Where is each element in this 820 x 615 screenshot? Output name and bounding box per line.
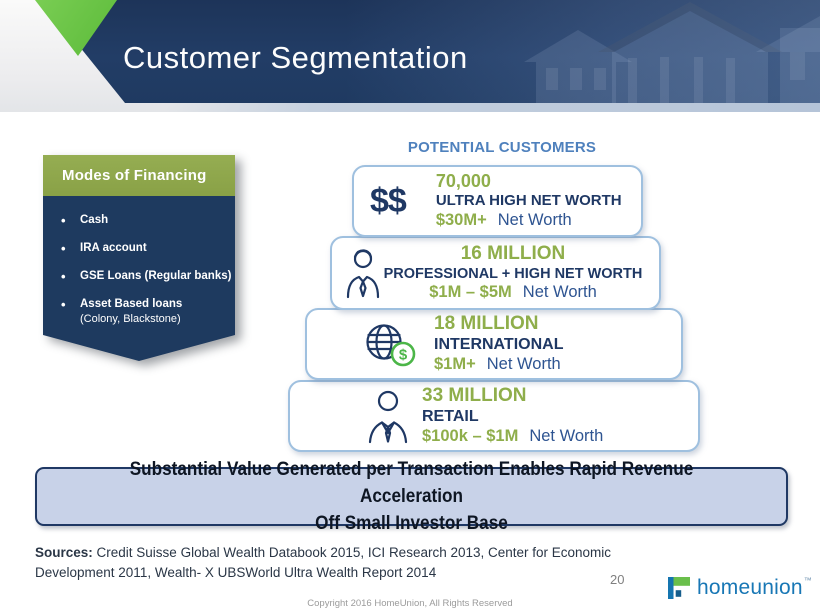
- value-proposition-text: Substantial Value Generated per Transact…: [129, 457, 694, 535]
- homeunion-logo: homeunion ™: [668, 576, 812, 600]
- segment-name: RETAIL: [422, 408, 479, 426]
- segment-text: 70,000 ULTRA HIGH NET WORTH $30M+ Net Wor…: [436, 171, 622, 230]
- financing-list: Cash IRA account GSE Loans (Regular bank…: [59, 213, 231, 325]
- segment-name: INTERNATIONAL: [434, 336, 564, 354]
- segment-range: $1M+ Net Worth: [434, 355, 561, 374]
- financing-item-ira: IRA account: [59, 241, 231, 256]
- financing-item-subtext: (Colony, Blackstone): [80, 313, 181, 325]
- segment-text: 33 MILLION RETAIL $100k – $1M Net Worth: [422, 385, 603, 447]
- segment-name: ULTRA HIGH NET WORTH: [435, 192, 622, 210]
- segment-range: $100k – $1M Net Worth: [422, 427, 604, 446]
- segment-range: $30M+ Net Worth: [435, 210, 572, 229]
- retail-person-icon: [366, 389, 410, 444]
- value-proposition-banner: Substantial Value Generated per Transact…: [35, 458, 788, 534]
- dollar-signs-icon: $$: [370, 181, 407, 220]
- globe-dollar-icon: $: [363, 321, 417, 368]
- segment-card-international: $ 18 MILLION INTERNATIONAL $1M+ Net Worth: [305, 308, 683, 380]
- segment-count: 16 MILLION: [460, 243, 566, 265]
- header-photo-strip: [0, 103, 820, 112]
- segment-text: 16 MILLION PROFESSIONAL + HIGH NET WORTH…: [381, 243, 659, 303]
- trademark-symbol: ™: [803, 576, 812, 585]
- segment-card-ultra-high-net-worth: $$ 70,000 ULTRA HIGH NET WORTH $30M+ Net …: [352, 165, 643, 237]
- financing-panel-title: Modes of Financing: [43, 155, 235, 196]
- segment-card-retail: 33 MILLION RETAIL $100k – $1M Net Worth: [288, 380, 700, 452]
- financing-panel-body: Cash IRA account GSE Loans (Regular bank…: [43, 196, 235, 335]
- segment-range: $1M – $5M Net Worth: [429, 283, 597, 302]
- financing-item-cash: Cash: [59, 213, 231, 228]
- copyright-text: Copyright 2016 HomeUnion, All Rights Res…: [307, 598, 513, 609]
- segment-name: PROFESSIONAL + HIGH NET WORTH: [383, 265, 643, 282]
- houses-background-image: [524, 2, 820, 103]
- homeunion-logo-icon: [668, 577, 690, 599]
- segment-count: 70,000: [435, 171, 491, 192]
- modes-of-financing-panel: Modes of Financing Cash IRA account GSE …: [43, 155, 235, 361]
- potential-customers-heading: POTENTIAL CUSTOMERS: [407, 139, 597, 156]
- segment-card-professional-high-net-worth: 16 MILLION PROFESSIONAL + HIGH NET WORTH…: [330, 236, 661, 310]
- segment-count: 18 MILLION: [434, 313, 539, 335]
- page-title: Customer Segmentation: [123, 40, 468, 75]
- segment-text: 18 MILLION INTERNATIONAL $1M+ Net Worth: [434, 313, 563, 375]
- sources-note: Sources: Credit Suisse Global Wealth Dat…: [35, 545, 612, 581]
- professional-person-icon: [345, 247, 381, 299]
- homeunion-logo-text: homeunion: [697, 576, 803, 599]
- banner-ribbon-tail: [43, 335, 235, 361]
- slide-header: Customer Segmentation: [0, 0, 820, 112]
- financing-item-asset-based: Asset Based loans (Colony, Blackstone): [59, 297, 231, 325]
- segment-count: 33 MILLION: [422, 385, 527, 407]
- financing-item-gse: GSE Loans (Regular banks): [59, 269, 231, 284]
- header-photo-tint: [42, 0, 820, 103]
- header-navy-banner: [42, 0, 820, 103]
- page-number: 20: [610, 572, 625, 587]
- svg-text:$: $: [399, 346, 408, 363]
